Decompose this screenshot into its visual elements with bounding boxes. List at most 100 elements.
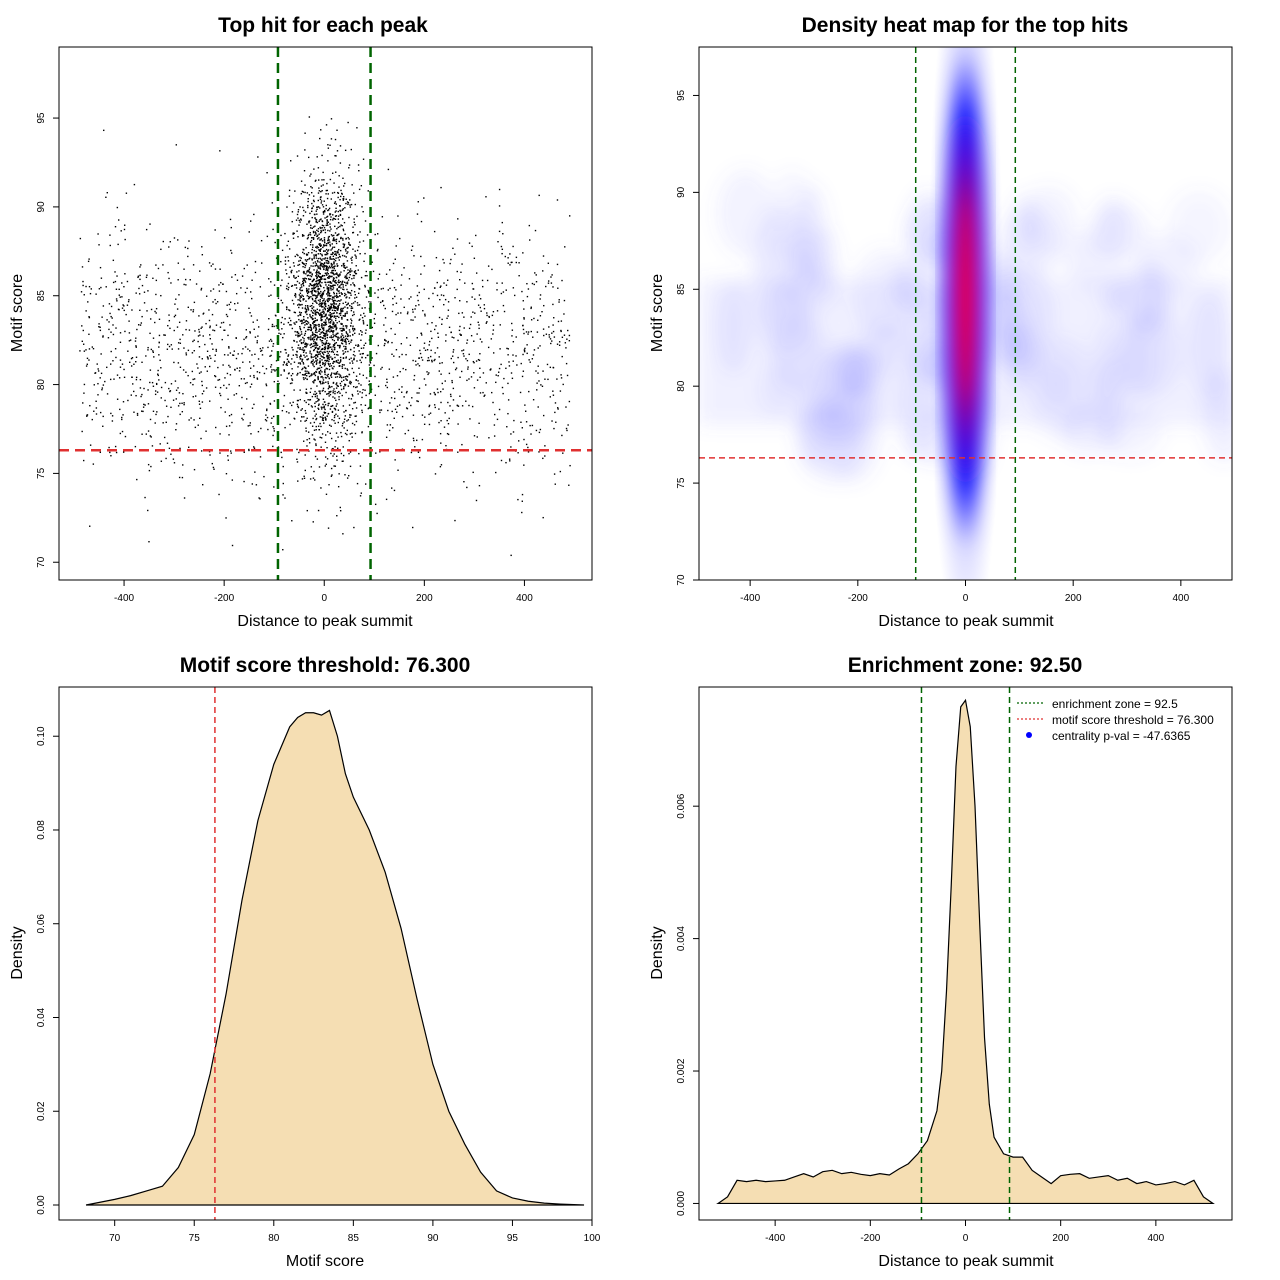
scatter-point: [447, 309, 450, 311]
scatter-point: [212, 263, 214, 265]
scatter-point: [331, 411, 334, 413]
scatter-point: [111, 415, 114, 417]
scatter-point: [304, 377, 307, 379]
scatter-point: [439, 362, 441, 365]
scatter-point: [311, 311, 314, 314]
scatter-point: [381, 216, 384, 218]
scatter-point: [416, 294, 419, 297]
scatter-point: [360, 276, 363, 279]
scatter-point: [447, 315, 449, 317]
scatter-point: [549, 366, 552, 369]
scatter-point: [314, 180, 317, 182]
scatter-point: [311, 434, 314, 436]
scatter-point: [548, 326, 550, 328]
scatter-point: [373, 322, 376, 324]
scatter-point: [417, 201, 419, 203]
scatter-point: [309, 352, 311, 354]
scatter-point: [327, 289, 330, 292]
scatter-point: [342, 199, 345, 201]
scatter-point: [347, 291, 350, 293]
scatter-point: [384, 307, 387, 310]
scatter-point: [343, 262, 345, 265]
scatter-point: [250, 433, 252, 435]
scatter-point: [304, 332, 306, 335]
scatter-point: [225, 290, 228, 293]
scatter-point: [513, 419, 515, 422]
scatter-point: [281, 456, 283, 459]
scatter-point: [111, 317, 113, 319]
scatter-point: [544, 455, 546, 457]
scatter-point: [206, 356, 209, 358]
scatter-point: [323, 250, 325, 252]
scatter-point: [293, 389, 295, 391]
scatter-point: [309, 313, 311, 316]
scatter-point: [327, 267, 330, 269]
scatter-point: [297, 236, 299, 238]
scatter-point: [324, 324, 327, 326]
scatter-point: [384, 339, 386, 341]
scatter-point: [346, 252, 348, 255]
scatter-point: [345, 343, 347, 345]
scatter-point: [305, 253, 308, 255]
scatter-point: [333, 202, 336, 204]
scatter-point: [260, 427, 262, 430]
scatter-point: [133, 390, 135, 393]
scatter-point: [342, 327, 345, 330]
scatter-point: [449, 405, 451, 407]
scatter-point: [357, 292, 360, 295]
scatter-point: [429, 393, 432, 395]
scatter-point: [554, 411, 556, 414]
scatter-point: [342, 340, 344, 342]
scatter-point: [435, 256, 438, 259]
score-density-title: Motif score threshold: 76.300: [180, 654, 471, 677]
scatter-point: [321, 344, 324, 347]
scatter-point: [305, 345, 307, 348]
scatter-point: [193, 378, 196, 380]
scatter-point: [340, 384, 342, 387]
scatter-point: [523, 438, 525, 441]
scatter-point: [87, 301, 89, 303]
scatter-point: [448, 326, 451, 329]
scatter-point: [334, 373, 336, 375]
scatter-point: [334, 422, 336, 424]
scatter-point: [336, 263, 338, 265]
scatter-point: [291, 284, 294, 287]
scatter-point: [263, 372, 266, 375]
scatter-point: [284, 256, 287, 258]
scatter-point: [193, 468, 196, 471]
scatter-point: [552, 286, 554, 288]
scatter-point: [349, 414, 351, 416]
scatter-point: [317, 292, 320, 294]
scatter-point: [315, 429, 317, 431]
scatter-point: [452, 409, 454, 412]
scatter-point: [278, 329, 280, 331]
scatter-point: [301, 234, 304, 236]
scatter-point: [311, 425, 314, 427]
scatter-point: [119, 432, 122, 435]
scatter-point: [355, 420, 358, 423]
scatter-point: [159, 443, 161, 445]
scatter-point: [304, 373, 306, 375]
scatter-point: [335, 383, 337, 385]
scatter-point: [223, 384, 225, 387]
scatter-point: [319, 207, 321, 209]
scatter-point: [348, 241, 350, 244]
scatter-point: [369, 441, 372, 443]
scatter-point: [331, 243, 333, 245]
score-xlabel: Motif score: [286, 1253, 364, 1270]
distance-x-tick-label: -400: [765, 1233, 785, 1244]
scatter-point: [315, 357, 317, 360]
scatter-point: [266, 408, 268, 410]
scatter-point: [287, 282, 290, 285]
scatter-point: [308, 336, 310, 339]
scatter-point: [317, 290, 319, 293]
scatter-point: [296, 331, 299, 333]
scatter-point: [236, 279, 239, 281]
scatter-point: [354, 294, 356, 296]
scatter-point: [346, 277, 349, 279]
scatter-point: [323, 362, 325, 365]
scatter-point: [434, 352, 436, 354]
scatter-point: [333, 312, 335, 314]
scatter-point: [176, 326, 179, 328]
scatter-point: [299, 362, 301, 364]
